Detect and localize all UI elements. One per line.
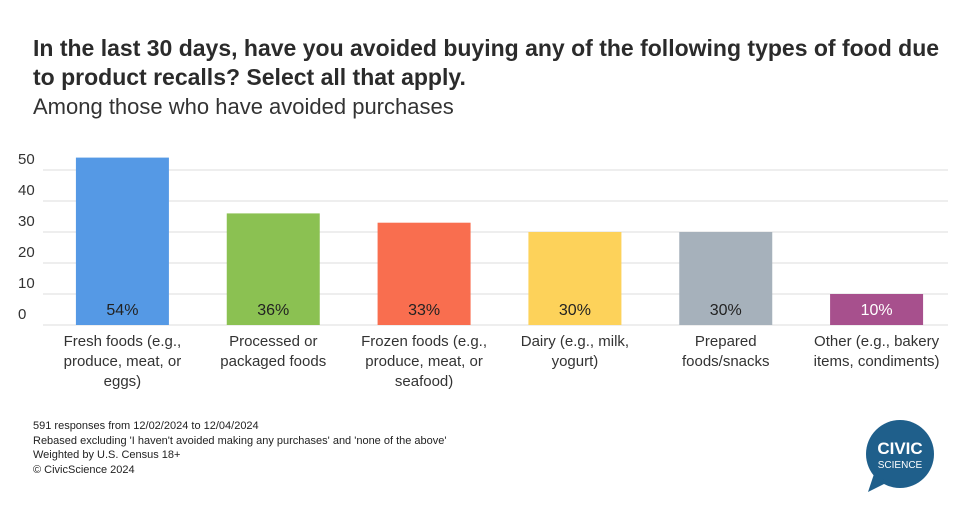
logo-text-science: SCIENCE [878, 460, 923, 471]
footnote-weighting: Weighted by U.S. Census 18+ [33, 449, 181, 461]
data-label: 54% [106, 302, 138, 319]
civicscience-logo: CIVIC SCIENCE [866, 420, 934, 492]
bar [226, 213, 320, 325]
x-category-label: packaged foods [220, 353, 326, 370]
chart-title: In the last 30 days, have you avoided bu… [33, 35, 940, 90]
footnote-rebased: Rebased excluding 'I haven't avoided mak… [33, 434, 447, 447]
x-category-label: seafood) [395, 373, 453, 390]
x-category-label: foods/snacks [682, 353, 770, 370]
chart-subtitle: Among those who have avoided purchases [33, 94, 454, 119]
logo-text-civic: CIVIC [877, 439, 922, 458]
y-tick-label: 50 [18, 151, 35, 168]
y-tick-label: 20 [18, 244, 35, 261]
y-tick-label: 0 [18, 306, 26, 323]
data-label: 30% [559, 302, 591, 319]
x-category-label: Prepared [695, 333, 757, 350]
x-category-label: produce, meat, or [64, 353, 182, 370]
y-tick-label: 10 [18, 275, 35, 292]
x-category-label: Other (e.g., bakery [814, 333, 940, 350]
bar [377, 222, 471, 325]
x-category-label: Frozen foods (e.g., [361, 333, 487, 350]
bar [75, 157, 169, 325]
data-label: 10% [861, 302, 893, 319]
bar [830, 294, 924, 325]
bar [679, 232, 773, 325]
bar [528, 232, 622, 325]
data-label: 33% [408, 302, 440, 319]
footnote-responses: 591 responses from 12/02/2024 to 12/04/2… [33, 420, 259, 432]
x-category-label: Processed or [229, 333, 317, 350]
x-category-label: Dairy (e.g., milk, [521, 333, 629, 350]
data-label: 36% [257, 302, 289, 319]
bar-chart: 0 10 20 30 40 50 54% Fresh foods (e.g., produce,… [18, 151, 948, 390]
x-category-label: Fresh foods (e.g., [64, 333, 182, 350]
x-category-label: produce, meat, or [365, 353, 483, 370]
x-category-label: eggs) [104, 373, 142, 390]
y-tick-label: 30 [18, 213, 35, 230]
footnote-copyright: © CivicScience 2024 [33, 463, 135, 476]
data-label: 30% [710, 302, 742, 319]
footnotes: 591 responses from 12/02/2024 to 12/04/2… [33, 419, 447, 477]
y-tick-label: 40 [18, 182, 35, 199]
x-category-label: yogurt) [552, 353, 599, 370]
x-category-label: items, condiments) [814, 353, 940, 370]
